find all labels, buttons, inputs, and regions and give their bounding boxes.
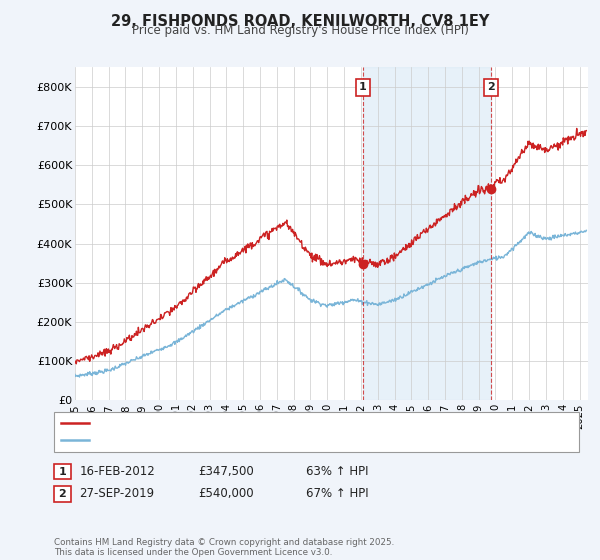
Text: Price paid vs. HM Land Registry's House Price Index (HPI): Price paid vs. HM Land Registry's House …	[131, 24, 469, 37]
Text: 2: 2	[487, 82, 495, 92]
Bar	[363, 67, 491, 400]
Text: 29, FISHPONDS ROAD, KENILWORTH, CV8 1EY (semi-detached house): 29, FISHPONDS ROAD, KENILWORTH, CV8 1EY …	[94, 418, 455, 428]
Text: 1: 1	[59, 466, 66, 477]
Text: £540,000: £540,000	[198, 487, 254, 501]
Text: 16-FEB-2012: 16-FEB-2012	[79, 465, 155, 478]
Text: 27-SEP-2019: 27-SEP-2019	[79, 487, 154, 501]
Text: Contains HM Land Registry data © Crown copyright and database right 2025.
This d: Contains HM Land Registry data © Crown c…	[54, 538, 394, 557]
Text: £347,500: £347,500	[198, 465, 254, 478]
Text: 63% ↑ HPI: 63% ↑ HPI	[306, 465, 368, 478]
Text: HPI: Average price, semi-detached house, Warwick: HPI: Average price, semi-detached house,…	[94, 435, 359, 445]
Text: 29, FISHPONDS ROAD, KENILWORTH, CV8 1EY: 29, FISHPONDS ROAD, KENILWORTH, CV8 1EY	[111, 14, 489, 29]
Text: 67% ↑ HPI: 67% ↑ HPI	[306, 487, 368, 501]
Text: 1: 1	[359, 82, 367, 92]
Text: 2: 2	[59, 489, 66, 499]
